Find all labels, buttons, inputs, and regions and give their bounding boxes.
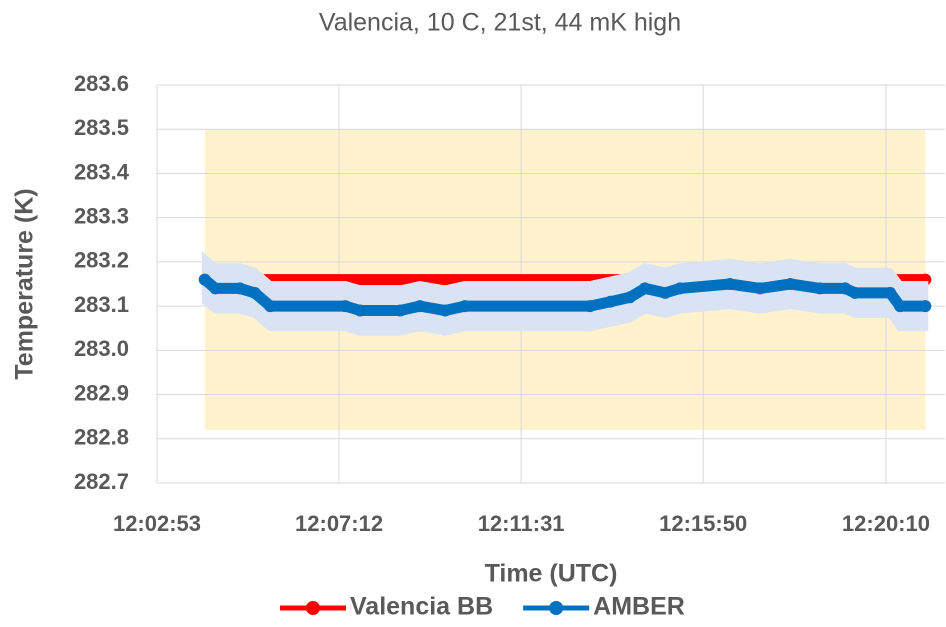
point <box>604 295 617 308</box>
y-axis-label: Temperature (K) <box>11 188 39 379</box>
point <box>884 286 897 299</box>
legend-marker <box>549 601 564 615</box>
x-tick-label: 12:11:31 <box>478 511 565 536</box>
point <box>339 300 352 313</box>
point <box>849 286 862 299</box>
y-tick-label: 282.9 <box>74 380 129 405</box>
point <box>919 300 932 313</box>
point <box>813 282 826 295</box>
y-tick-label: 283.1 <box>74 292 129 317</box>
x-tick-label: 12:07:12 <box>295 511 383 536</box>
point <box>723 278 736 290</box>
y-tick-label: 283.4 <box>74 159 130 184</box>
point <box>784 278 797 290</box>
y-tick-label: 283.0 <box>74 336 129 361</box>
point <box>839 282 852 295</box>
point <box>638 282 651 295</box>
chart-title: Valencia, 10 C, 21st, 44 mK high <box>319 9 681 37</box>
legend-label: AMBER <box>593 593 685 621</box>
point <box>413 300 426 313</box>
y-tick-label: 283.6 <box>74 71 129 96</box>
point <box>894 300 907 313</box>
point <box>754 282 767 295</box>
y-tick-label: 282.8 <box>74 425 129 450</box>
point <box>584 300 597 313</box>
y-tick-label: 283.5 <box>74 115 129 140</box>
point <box>673 282 686 295</box>
point <box>439 304 452 317</box>
y-tick-label: 283.2 <box>74 248 129 273</box>
point <box>233 282 246 295</box>
x-axis-label: Time (UTC) <box>485 560 618 588</box>
point <box>248 286 261 299</box>
point <box>394 304 407 317</box>
legend-marker <box>306 601 320 615</box>
point <box>659 286 672 299</box>
point <box>458 300 471 313</box>
y-tick-label: 282.7 <box>74 469 129 494</box>
point <box>209 282 222 295</box>
x-tick-label: 12:20:10 <box>842 511 930 536</box>
x-tick-label: 12:02:53 <box>113 511 201 536</box>
x-tick-label: 12:15:50 <box>659 511 747 536</box>
point <box>198 273 211 286</box>
point <box>354 304 367 317</box>
point <box>624 291 637 304</box>
point <box>264 300 277 313</box>
y-tick-label: 283.3 <box>74 203 129 228</box>
legend-label: Valencia BB <box>350 593 493 621</box>
